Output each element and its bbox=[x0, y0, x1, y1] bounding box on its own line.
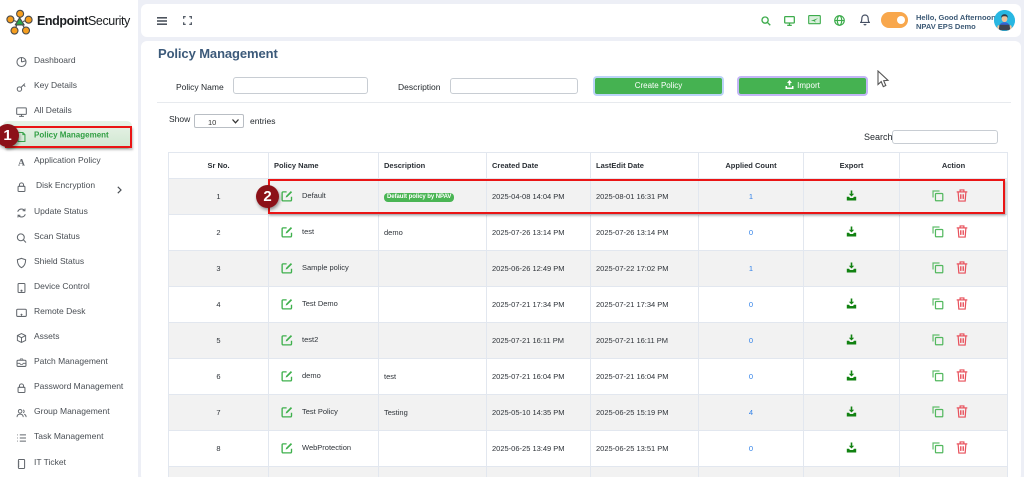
svg-text:A: A bbox=[18, 158, 25, 168]
